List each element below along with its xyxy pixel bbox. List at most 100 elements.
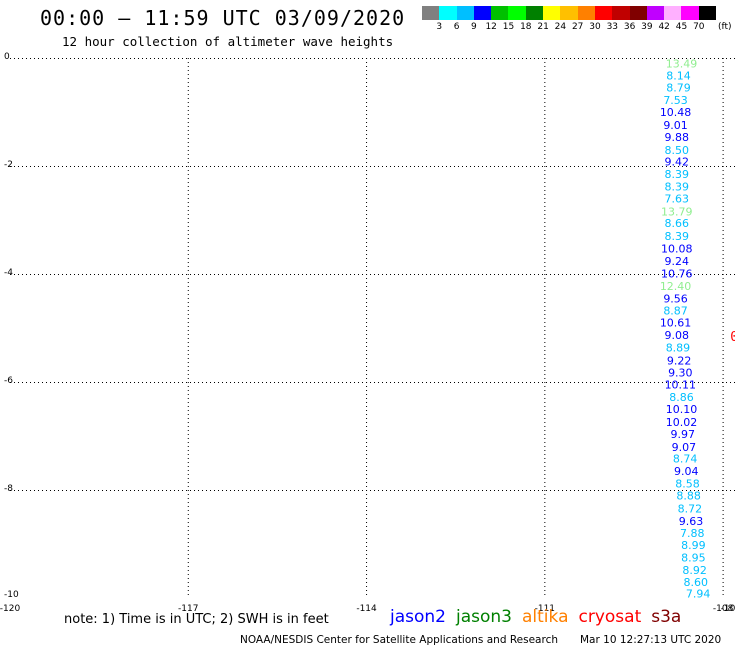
colorbar-swatch: [629, 6, 647, 20]
colorbar-label: 6: [453, 22, 460, 32]
wave-height-label: 8.87: [663, 305, 688, 318]
wave-height-label: 9.04: [674, 465, 699, 478]
pass-time-label: 0141: [730, 330, 735, 345]
colorbar-label: 33: [606, 22, 619, 32]
y-tick-label: 0: [4, 52, 10, 62]
credit-text: NOAA/NESDIS Center for Satellite Applica…: [240, 634, 558, 646]
colorbar-swatch: [681, 6, 699, 20]
colorbar-label: 39: [641, 22, 653, 32]
wave-height-label: 9.88: [665, 131, 690, 144]
wave-height-label: 8.66: [665, 217, 690, 230]
page-title: 00:00 — 11:59 UTC 03/09/2020: [40, 6, 406, 30]
wave-height-label: 10.02: [666, 416, 698, 429]
satellite-legend-item: jason2: [390, 607, 446, 627]
map-plot: 13.49 8.14 8.79 7.53 10.48 9.01 9.88 8.50 9.42 8.…: [10, 58, 735, 598]
colorbar-unit: (ft): [718, 22, 732, 32]
wave-height-label: 9.30: [668, 366, 693, 379]
wave-height-label: 9.07: [672, 441, 697, 454]
wave-height-label: 8.95: [681, 552, 706, 565]
colorbar-swatch: [473, 6, 492, 20]
colorbar-swatch: [646, 6, 665, 20]
wave-height-label: 8.39: [665, 230, 690, 243]
wave-height-label: 7.53: [663, 94, 688, 107]
colorbar-label: 21: [537, 22, 549, 32]
wave-height-label: 8.74: [673, 453, 698, 466]
wave-height-label: 8.88: [676, 489, 701, 502]
x-tick-label: -120: [0, 604, 21, 614]
colorbar-swatch: [664, 6, 682, 20]
wave-height-label: 10.10: [666, 403, 698, 416]
wave-height-label: 8.89: [666, 341, 691, 354]
y-tick-label: -8: [4, 484, 13, 494]
colorbar-swatch: [594, 6, 613, 20]
colorbar-label: 15: [502, 22, 515, 32]
map-canvas: 13.498.148.797.5310.489.019.888.509.428.…: [10, 58, 735, 598]
y-tick-label: -6: [4, 376, 13, 386]
wave-height-label: 8.72: [678, 502, 703, 515]
colorbar-label: 36: [623, 22, 636, 32]
colorbar-swatch: [439, 6, 457, 20]
wave-height-label: 12.40: [660, 280, 692, 293]
wave-height-label: 9.56: [663, 292, 688, 305]
colorbar-swatch: [612, 6, 630, 20]
wave-height-label: 8.39: [665, 168, 690, 181]
wave-height-label: 10.11: [665, 379, 697, 392]
wave-height-label: 8.86: [669, 391, 694, 404]
wave-height-label: 10.48: [660, 106, 692, 119]
y-tick-label: -10: [4, 590, 19, 600]
wave-height-label: 9.22: [667, 354, 692, 367]
colorbar-swatch: [560, 6, 578, 20]
colorbar-label: 24: [554, 22, 567, 32]
wave-height-label: 8.79: [666, 82, 691, 95]
satellite-legend-item: altika: [522, 607, 569, 627]
colorbar-swatch: [543, 6, 561, 20]
x-tick-label: -108: [712, 604, 734, 614]
y-tick-label: -2: [4, 160, 13, 170]
wave-height-label: 8.58: [675, 478, 700, 491]
page-subtitle: 12 hour collection of altimeter wave hei…: [62, 34, 394, 49]
wave-height-label: 9.01: [663, 119, 688, 132]
x-tick-label: -114: [356, 604, 377, 614]
wave-height-label: 8.39: [665, 181, 690, 194]
wave-height-label: 9.42: [665, 156, 690, 169]
colorbar-label: 30: [589, 22, 601, 32]
footer-note: note: 1) Time is in UTC; 2) SWH is in fe…: [64, 612, 329, 627]
colorbar-swatch: [525, 6, 544, 20]
colorbar-label: 70: [693, 22, 705, 32]
colorbar-label: 45: [675, 22, 688, 32]
wave-height-label: 7.63: [665, 192, 690, 205]
colorbar-swatch: [456, 6, 474, 20]
wave-height-label: 13.49: [666, 58, 698, 70]
wave-height-label: 10.76: [661, 267, 693, 280]
colorbar-swatch: [508, 6, 526, 20]
colorbar-swatch: [491, 6, 509, 20]
colorbar-label: 9: [471, 22, 477, 32]
wave-height-label: 10.61: [660, 317, 692, 330]
colorbar: [422, 6, 717, 20]
wave-height-label: 8.50: [665, 144, 690, 157]
wave-height-label: 8.92: [682, 564, 707, 577]
satellite-legend-item: s3a: [651, 607, 682, 627]
colorbar-label: 3: [436, 22, 443, 32]
colorbar-swatch: [577, 6, 595, 20]
satellite-legend-item: cryosat: [578, 607, 642, 627]
wave-height-label: 7.94: [686, 588, 711, 598]
x-tick-label: -10: [720, 604, 736, 614]
wave-height-label: 9.97: [670, 428, 695, 441]
x-tick-label: -117: [178, 604, 199, 614]
wave-height-label: 9.63: [679, 515, 704, 528]
timestamp: Mar 10 12:27:13 UTC 2020: [580, 634, 722, 646]
x-tick-label: -111: [534, 604, 556, 614]
wave-height-label: 8.99: [681, 539, 706, 552]
colorbar-label: 12: [485, 22, 497, 32]
satellite-legend: jason2 jason3 altika cryosat s3a: [390, 607, 681, 627]
wave-height-label: 8.60: [684, 576, 709, 589]
satellite-legend-item: jason3: [456, 607, 512, 627]
y-tick-label: -4: [4, 268, 13, 278]
colorbar-label: 27: [571, 22, 584, 32]
wave-height-label: 9.08: [665, 329, 690, 342]
wave-height-label: 10.08: [661, 243, 693, 256]
colorbar-label: 42: [658, 22, 670, 32]
colorbar-swatch: [422, 6, 440, 20]
wave-height-label: 8.14: [666, 69, 691, 82]
